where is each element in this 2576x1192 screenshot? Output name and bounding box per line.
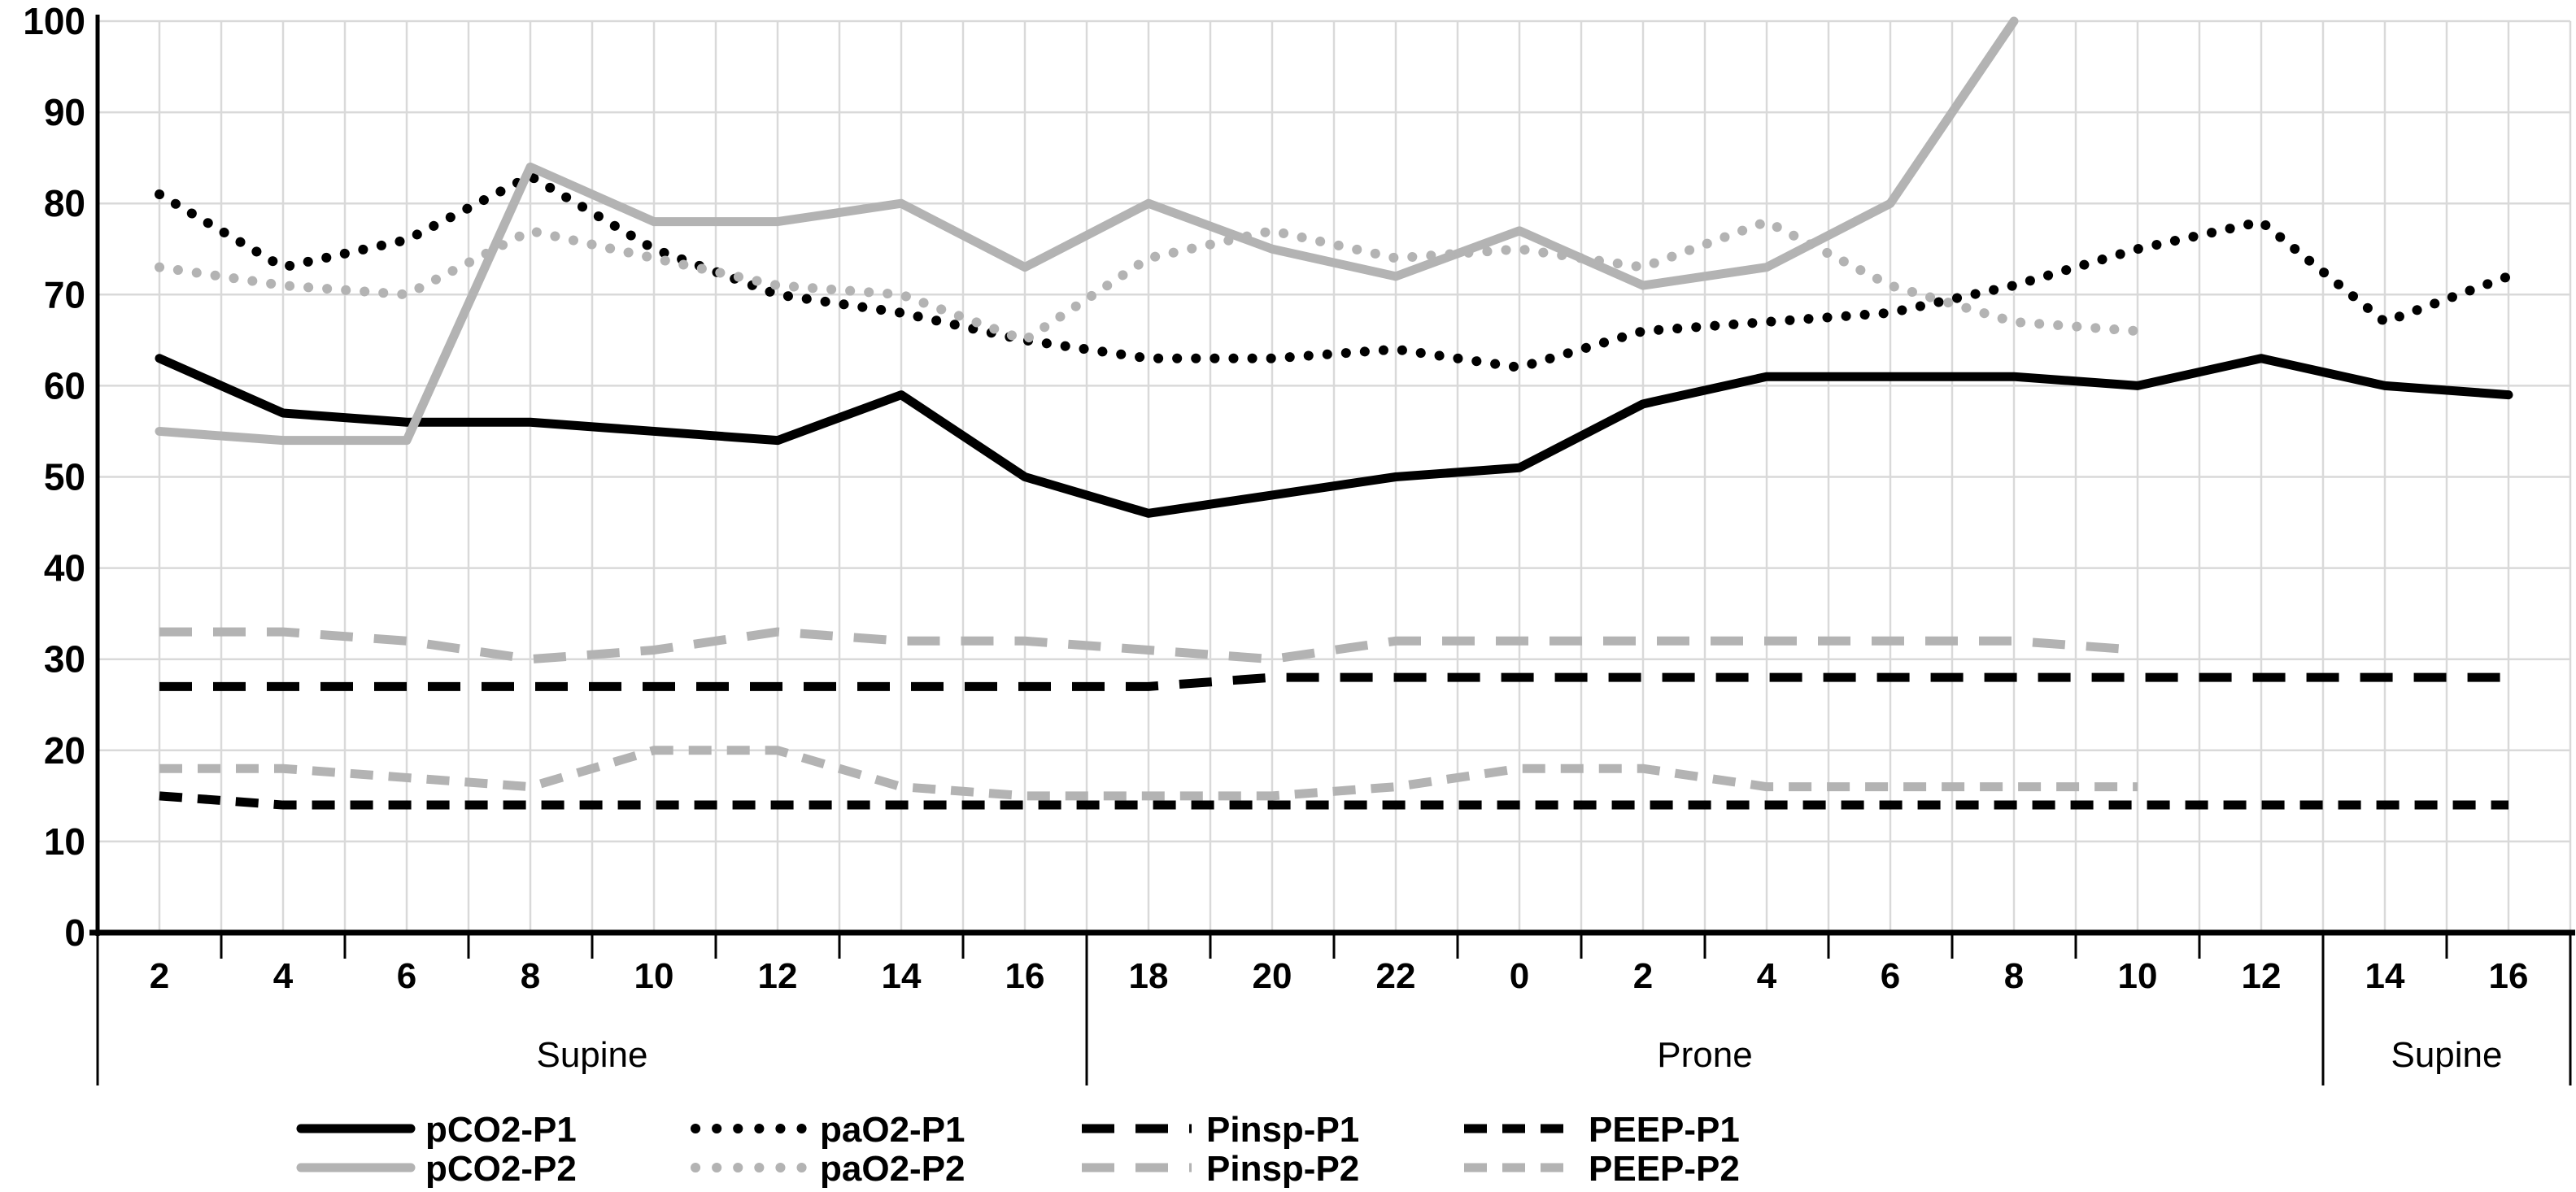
x-axis-tick-label: 12 bbox=[758, 956, 798, 996]
y-axis-tick-label: 70 bbox=[44, 273, 85, 315]
series-line-PEEP-P1 bbox=[159, 791, 2508, 810]
legend-label-PEEP-P1: PEEP-P1 bbox=[1589, 1110, 1740, 1150]
x-axis-tick-label: 16 bbox=[2489, 956, 2529, 996]
x-axis-tick-label: 14 bbox=[882, 956, 922, 996]
position-group-label: Supine bbox=[536, 1035, 647, 1075]
legend-label-paO2-P1: paO2-P1 bbox=[820, 1110, 965, 1150]
series-line-Pinsp-P2 bbox=[159, 627, 2138, 664]
x-axis-tick-label: 4 bbox=[273, 956, 294, 996]
y-axis-tick-label: 90 bbox=[44, 91, 85, 133]
x-axis-tick-label: 12 bbox=[2242, 956, 2282, 996]
y-axis-tick-label: 40 bbox=[44, 547, 85, 589]
x-axis-tick-label: 8 bbox=[2004, 956, 2024, 996]
series-line-PEEP-P2 bbox=[159, 746, 2138, 801]
y-axis-tick-label: 80 bbox=[44, 182, 85, 224]
x-axis-tick-label: 8 bbox=[521, 956, 540, 996]
x-axis-tick-label: 22 bbox=[1376, 956, 1416, 996]
x-axis-tick-label: 18 bbox=[1129, 956, 1169, 996]
y-axis-tick-label: 50 bbox=[44, 456, 85, 498]
y-axis-tick-label: 20 bbox=[44, 729, 85, 772]
x-axis-tick-label: 10 bbox=[634, 956, 674, 996]
y-axis-tick-label: 100 bbox=[23, 0, 85, 42]
series-line-paO2-P1 bbox=[155, 171, 2513, 372]
legend-label-pCO2-P1: pCO2-P1 bbox=[425, 1110, 577, 1150]
series-line-Pinsp-P1 bbox=[159, 672, 2508, 691]
x-axis-tick-label: 10 bbox=[2118, 956, 2158, 996]
y-axis-tick-label: 30 bbox=[44, 638, 85, 681]
y-axis-tick-label: 60 bbox=[44, 364, 85, 407]
x-axis-tick-label: 6 bbox=[1881, 956, 1900, 996]
x-axis-tick-label: 2 bbox=[150, 956, 169, 996]
y-axis-tick-label: 0 bbox=[64, 911, 85, 954]
x-axis-tick-label: 0 bbox=[1510, 956, 1529, 996]
legend-label-Pinsp-P2: Pinsp-P2 bbox=[1206, 1149, 1359, 1189]
legend-label-PEEP-P2: PEEP-P2 bbox=[1589, 1149, 1740, 1189]
x-axis-tick-label: 2 bbox=[1633, 956, 1653, 996]
x-axis-tick-label: 6 bbox=[397, 956, 416, 996]
x-axis-tick-label: 16 bbox=[1005, 956, 1045, 996]
legend-label-pCO2-P2: pCO2-P2 bbox=[425, 1149, 577, 1189]
series-line-pCO2-P1 bbox=[155, 354, 2513, 518]
series-line-pCO2-P2 bbox=[155, 16, 2019, 446]
position-group-label: Prone bbox=[1657, 1035, 1752, 1075]
x-axis-tick-label: 20 bbox=[1253, 956, 1292, 996]
series-line-paO2-P2 bbox=[155, 216, 2142, 346]
x-axis-tick-label: 14 bbox=[2365, 956, 2405, 996]
legend-label-Pinsp-P1: Pinsp-P1 bbox=[1206, 1110, 1359, 1150]
position-group-label: Supine bbox=[2391, 1035, 2502, 1075]
x-axis-tick-label: 4 bbox=[1757, 956, 1777, 996]
y-axis-tick-label: 10 bbox=[44, 820, 85, 863]
legend-label-paO2-P2: paO2-P2 bbox=[820, 1149, 965, 1189]
